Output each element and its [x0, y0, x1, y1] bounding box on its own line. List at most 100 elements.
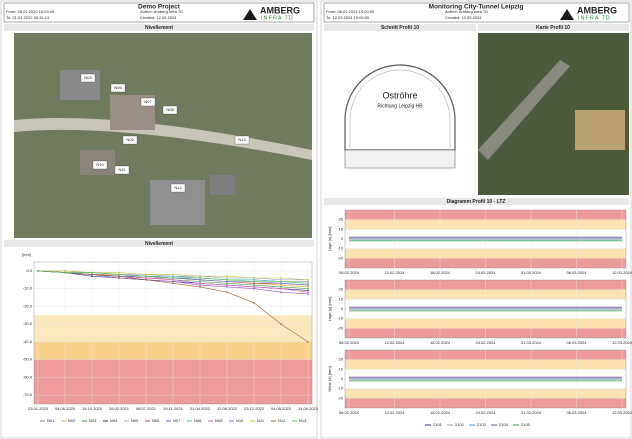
data-point: [280, 278, 282, 281]
x-tick-label: 18.02.2024: [430, 340, 451, 345]
data-point: [118, 271, 120, 274]
data-point: [307, 289, 309, 292]
logo-mark: [243, 9, 257, 20]
y-tick-label: 0: [341, 306, 344, 311]
meta: Author: Amberg Infra 7D: [140, 9, 183, 14]
x-tick-label: 04.06.2020: [55, 406, 76, 411]
map-point-label: N13: [238, 137, 246, 142]
data-point: [199, 277, 201, 279]
data-point: [64, 271, 66, 274]
data-point: [280, 323, 282, 325]
data-point: [172, 277, 174, 279]
data-point: [307, 341, 309, 343]
data-point: [280, 286, 282, 288]
data-point: [118, 273, 120, 276]
tunnel-invert: [344, 149, 456, 169]
tunnel-outline: [344, 64, 456, 151]
legend-label: N13: [299, 418, 307, 423]
section-bar: [324, 198, 629, 205]
tunnel-inner: [349, 69, 451, 148]
data-point: [307, 291, 309, 293]
data-point: [307, 282, 309, 285]
data-point: [280, 291, 282, 293]
x-tick-label: 12.02.2024: [384, 340, 405, 345]
legend-label: 2104: [499, 422, 509, 427]
x-tick-label: 06.02.2024: [339, 340, 360, 345]
x-tick-label: 01.03.2024: [521, 410, 542, 415]
section-bar: [478, 24, 629, 31]
data-point: [280, 284, 282, 286]
legend-label: N04: [110, 418, 118, 423]
map-point-label: N11: [118, 167, 126, 172]
data-point: [280, 280, 282, 283]
y-tick-label: 0: [341, 236, 344, 241]
building: [210, 175, 235, 195]
data-point: [253, 280, 255, 283]
rail: [478, 60, 570, 160]
data-point: [145, 278, 147, 281]
y-axis-label: Lage (x) [mm]: [327, 227, 332, 252]
y-tick-label: -20: [337, 325, 344, 330]
legend-label: 2103: [477, 422, 487, 427]
x-tick-label: 12.03.2024: [612, 340, 632, 345]
x-tick-label: 26.02.2021: [109, 406, 130, 411]
data-point: [145, 277, 147, 279]
map-point-label: N10: [96, 162, 104, 167]
y-tick-label: -30.0: [23, 321, 33, 326]
section-title: Karte Profil 10: [536, 25, 570, 31]
map-point-label: N12: [174, 185, 182, 190]
x-tick-label: 24.02.2024: [475, 270, 496, 275]
map-point-box: [110, 83, 126, 93]
y-tick-label: -10.0: [23, 286, 33, 291]
map-point-box: [140, 97, 156, 107]
meta: From: 28.01.2020 16:29:49: [6, 9, 55, 14]
legend-label: N11: [257, 418, 265, 423]
data-point: [253, 284, 255, 286]
y-tick-label: -50.0: [23, 357, 33, 362]
y-tick-label: 10: [339, 366, 344, 371]
y-tick-label: 20: [339, 217, 344, 222]
data-point: [37, 270, 39, 272]
meta: To: 12.03.2024 19:00:00: [326, 15, 370, 20]
legend-label: N12: [278, 418, 286, 423]
logo-mark: [560, 9, 574, 20]
tunnel-label: Oströhre: [382, 90, 417, 100]
meta: Created: 12.05.2024: [445, 15, 482, 20]
x-tick-label: 01.04.2022: [190, 406, 211, 411]
map-point-label: N05: [84, 75, 92, 80]
legend-label: 2101: [433, 422, 443, 427]
data-point: [145, 273, 147, 276]
left-title: Demo Project: [138, 4, 181, 11]
data-point: [307, 287, 309, 290]
legend-label: N02: [68, 418, 76, 423]
data-point: [172, 282, 174, 285]
section-bar: [324, 24, 476, 31]
logo-sub: INFRA 7D: [261, 15, 294, 21]
y-tick-label: 0.0: [26, 268, 32, 273]
logo: AMBERG: [577, 5, 617, 15]
y-tick-label: -20: [337, 395, 344, 400]
data-point: [226, 291, 228, 293]
map-point-box: [234, 135, 250, 145]
y-tick-label: -70.0: [23, 392, 33, 397]
x-tick-label: 01.03.2024: [521, 340, 542, 345]
data-point: [226, 278, 228, 281]
data-point: [280, 282, 282, 285]
x-tick-label: 12.02.2024: [384, 270, 405, 275]
section-title: Nivellement: [145, 241, 173, 247]
map-point-label: N09: [126, 137, 134, 142]
y-tick-label: 10: [339, 296, 344, 301]
legend-label: N03: [89, 418, 97, 423]
legend-label: 2102: [455, 422, 465, 427]
data-point: [199, 286, 201, 288]
y-tick-label: -20.0: [23, 303, 33, 308]
map-point-label: N08: [166, 107, 174, 112]
x-tick-label: 14.09.2023: [298, 406, 319, 411]
map-point-box: [92, 160, 108, 170]
data-point: [253, 278, 255, 281]
data-point: [118, 277, 120, 279]
x-tick-label: 19.11.2021: [163, 406, 183, 411]
legend-label: N10: [236, 418, 244, 423]
legend-label: N08: [194, 418, 202, 423]
